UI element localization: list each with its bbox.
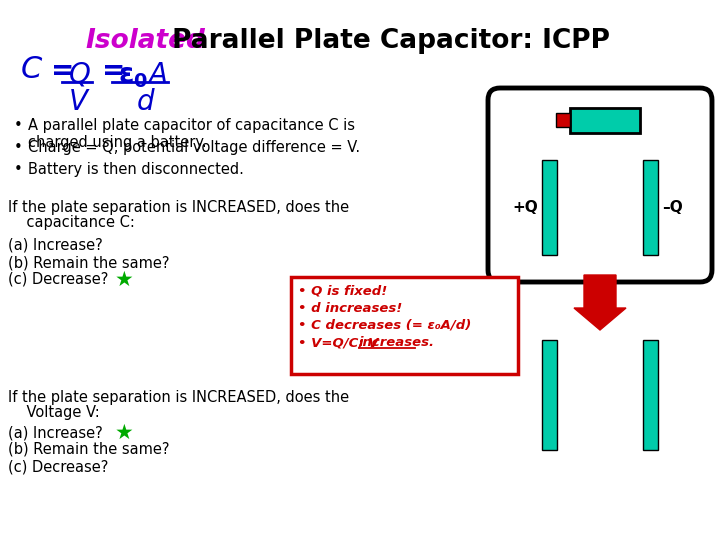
Text: • C decreases (= ε₀A/d): • C decreases (= ε₀A/d): [298, 319, 472, 332]
FancyArrow shape: [574, 275, 626, 330]
Text: $\mathbf{\mathit{d}}$: $\mathbf{\mathit{d}}$: [136, 88, 156, 116]
Text: (a) Increase?: (a) Increase?: [8, 238, 103, 253]
Text: (c) Decrease?: (c) Decrease?: [8, 459, 109, 474]
Text: Battery is then disconnected.: Battery is then disconnected.: [28, 162, 244, 177]
Text: $\mathbf{\mathit{V}}$: $\mathbf{\mathit{V}}$: [68, 88, 91, 116]
Text: (c) Decrease?: (c) Decrease?: [8, 272, 109, 287]
Text: (b) Remain the same?: (b) Remain the same?: [8, 442, 169, 457]
Bar: [643, 160, 658, 255]
Text: +Q: +Q: [512, 199, 538, 214]
Bar: [570, 108, 640, 133]
Text: A parallel plate capacitor of capacitance C is
charged using a battery.: A parallel plate capacitor of capacitanc…: [28, 118, 355, 151]
Text: Voltage V:: Voltage V:: [8, 405, 100, 420]
Text: $\mathbf{=}$: $\mathbf{=}$: [45, 55, 73, 83]
Bar: [542, 160, 557, 255]
Text: • Q is fixed!: • Q is fixed!: [298, 285, 387, 298]
Bar: [643, 340, 658, 450]
Text: Charge = Q, potential voltage difference = V.: Charge = Q, potential voltage difference…: [28, 140, 360, 155]
Text: increases.: increases.: [359, 336, 435, 349]
Text: $\mathbf{\mathit{C}}$: $\mathbf{\mathit{C}}$: [20, 55, 43, 84]
Text: $\mathbf{\mathit{Q}}$: $\mathbf{\mathit{Q}}$: [68, 60, 91, 88]
Text: •: •: [14, 140, 23, 155]
Text: –Q: –Q: [662, 199, 683, 214]
Text: •: •: [14, 118, 23, 133]
Text: •: •: [14, 162, 23, 177]
Text: Parallel Plate Capacitor: ICPP: Parallel Plate Capacitor: ICPP: [163, 28, 610, 54]
Bar: [542, 340, 557, 450]
FancyBboxPatch shape: [488, 88, 712, 282]
Text: (b) Remain the same?: (b) Remain the same?: [8, 255, 169, 270]
Text: (a) Increase?: (a) Increase?: [8, 425, 103, 440]
FancyBboxPatch shape: [291, 277, 518, 374]
Text: capacitance C:: capacitance C:: [8, 215, 135, 230]
Text: ★: ★: [115, 423, 134, 443]
Bar: [556, 113, 570, 127]
Text: • d increases!: • d increases!: [298, 302, 402, 315]
Text: ★: ★: [115, 270, 134, 290]
Text: Isolated: Isolated: [85, 28, 205, 54]
Text: • V=Q/C; V: • V=Q/C; V: [298, 336, 383, 349]
Text: If the plate separation is INCREASED, does the: If the plate separation is INCREASED, do…: [8, 200, 349, 215]
Text: $\mathbf{=}$: $\mathbf{=}$: [96, 55, 124, 83]
Text: $\mathbf{\varepsilon_0 \mathit{A}}$: $\mathbf{\varepsilon_0 \mathit{A}}$: [118, 60, 167, 90]
Text: If the plate separation is INCREASED, does the: If the plate separation is INCREASED, do…: [8, 390, 349, 405]
